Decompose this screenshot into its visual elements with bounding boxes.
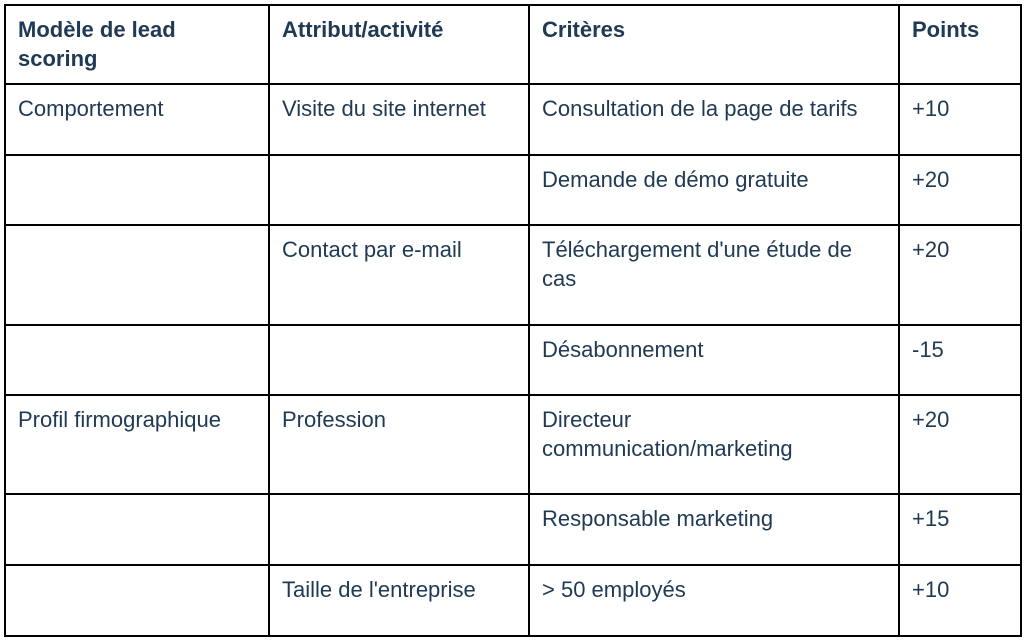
cell-criteres: > 50 employés (529, 565, 899, 636)
cell-points: +10 (899, 84, 1021, 155)
table-row: Contact par e-mail Téléchargement d'une … (5, 225, 1021, 324)
table-row: Comportement Visite du site internet Con… (5, 84, 1021, 155)
cell-criteres: Consultation de la page de tarifs (529, 84, 899, 155)
lead-scoring-table: Modèle de lead scoring Attribut/activité… (4, 4, 1022, 637)
col-header-points: Points (899, 5, 1021, 84)
col-header-criteres: Critères (529, 5, 899, 84)
cell-criteres: Responsable marketing (529, 494, 899, 565)
cell-points: +20 (899, 395, 1021, 494)
col-header-attribut: Attribut/activité (269, 5, 529, 84)
cell-model (5, 225, 269, 324)
cell-attribut: Profession (269, 395, 529, 494)
table-header-row: Modèle de lead scoring Attribut/activité… (5, 5, 1021, 84)
cell-model: Comportement (5, 84, 269, 155)
cell-attribut (269, 155, 529, 226)
cell-model (5, 565, 269, 636)
cell-points: +10 (899, 565, 1021, 636)
cell-criteres: Téléchargement d'une étude de cas (529, 225, 899, 324)
table-row: Demande de démo gratuite +20 (5, 155, 1021, 226)
cell-attribut: Contact par e-mail (269, 225, 529, 324)
cell-points: -15 (899, 325, 1021, 396)
table-row: Désabonnement -15 (5, 325, 1021, 396)
cell-model (5, 494, 269, 565)
cell-points: +15 (899, 494, 1021, 565)
cell-criteres: Demande de démo gratuite (529, 155, 899, 226)
cell-criteres: Désabonnement (529, 325, 899, 396)
table-header: Modèle de lead scoring Attribut/activité… (5, 5, 1021, 84)
cell-model (5, 155, 269, 226)
table-row: Taille de l'entreprise > 50 employés +10 (5, 565, 1021, 636)
cell-points: +20 (899, 155, 1021, 226)
cell-criteres: Directeur communication/marketing (529, 395, 899, 494)
cell-attribut (269, 494, 529, 565)
cell-model: Profil firmographique (5, 395, 269, 494)
cell-model (5, 325, 269, 396)
cell-attribut: Visite du site internet (269, 84, 529, 155)
cell-points: +20 (899, 225, 1021, 324)
cell-attribut (269, 325, 529, 396)
table-row: Responsable marketing +15 (5, 494, 1021, 565)
col-header-model: Modèle de lead scoring (5, 5, 269, 84)
table-body: Comportement Visite du site internet Con… (5, 84, 1021, 635)
table-row: Profil firmographique Profession Directe… (5, 395, 1021, 494)
cell-attribut: Taille de l'entreprise (269, 565, 529, 636)
